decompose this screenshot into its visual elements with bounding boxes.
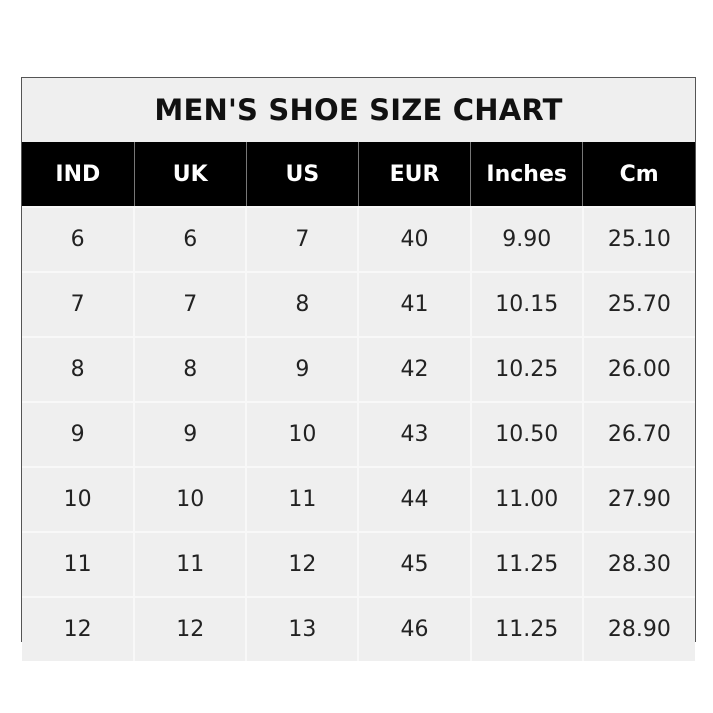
table-cell: 7: [133, 271, 247, 337]
table-cell: 9.90: [469, 206, 583, 272]
table-cell: 45: [357, 531, 471, 597]
table-cell: 6: [133, 206, 247, 272]
table-cell: 11.25: [469, 531, 583, 597]
table-cell: 43: [357, 401, 471, 467]
table-cell: 7: [22, 271, 135, 337]
header-row: IND UK US EUR Inches Cm: [22, 142, 695, 207]
size-chart: MEN'S SHOE SIZE CHART IND UK US EUR Inch…: [21, 77, 696, 661]
table-cell: 42: [357, 336, 471, 402]
table-row: 8 8 9 42 10.25 26.00: [22, 336, 695, 402]
table-cell: 26.70: [581, 401, 695, 467]
table-row: 7 7 8 41 10.15 25.70: [22, 271, 695, 337]
table-cell: 9: [22, 401, 135, 467]
table-cell: 11.25: [469, 596, 583, 661]
table-cell: 44: [357, 466, 471, 532]
table-cell: 10.50: [469, 401, 583, 467]
table-cell: 27.90: [581, 466, 695, 532]
header-eur: EUR: [357, 142, 471, 207]
header-us: US: [245, 142, 359, 207]
table-cell: 41: [357, 271, 471, 337]
header-ind: IND: [22, 142, 135, 207]
table-row: 11 11 12 45 11.25 28.30: [22, 531, 695, 597]
table-cell: 26.00: [581, 336, 695, 402]
table-cell: 46: [357, 596, 471, 661]
table-cell: 10: [133, 466, 247, 532]
table-cell: 8: [22, 336, 135, 402]
table-cell: 8: [245, 271, 359, 337]
table-cell: 7: [245, 206, 359, 272]
table-cell: 12: [133, 596, 247, 661]
header-uk: UK: [133, 142, 247, 207]
table-cell: 28.30: [581, 531, 695, 597]
table-cell: 6: [22, 206, 135, 272]
table-cell: 25.10: [581, 206, 695, 272]
header-cm: Cm: [582, 142, 695, 207]
table-cell: 11: [22, 531, 135, 597]
table-cell: 40: [357, 206, 471, 272]
header-inches: Inches: [470, 142, 583, 207]
table-cell: 8: [133, 336, 247, 402]
table-cell: 10.15: [469, 271, 583, 337]
chart-title: MEN'S SHOE SIZE CHART: [154, 93, 563, 127]
table-cell: 11: [245, 466, 359, 532]
table-cell: 9: [245, 336, 359, 402]
table-row: 10 10 11 44 11.00 27.90: [22, 466, 695, 532]
table-cell: 12: [22, 596, 135, 661]
table-cell: 9: [133, 401, 247, 467]
table-cell: 25.70: [581, 271, 695, 337]
table-cell: 12: [245, 531, 359, 597]
size-table: IND UK US EUR Inches Cm 6 6 7 40 9.90 25.10 7 7…: [22, 142, 695, 661]
table-cell: 13: [245, 596, 359, 661]
table-cell: 10.25: [469, 336, 583, 402]
table-cell: 10: [245, 401, 359, 467]
table-cell: 10: [22, 466, 135, 532]
table-cell: 11: [133, 531, 247, 597]
table-cell: 11.00: [469, 466, 583, 532]
table-row: 9 9 10 43 10.50 26.70: [22, 401, 695, 467]
table-row: 12 12 13 46 11.25 28.90: [22, 596, 695, 661]
table-row: 6 6 7 40 9.90 25.10: [22, 206, 695, 272]
table-cell: 28.90: [581, 596, 695, 661]
